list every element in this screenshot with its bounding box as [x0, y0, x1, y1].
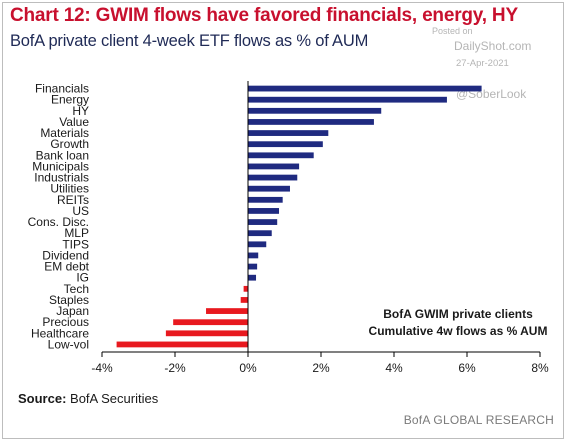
x-tick-label: -2% [164, 361, 186, 375]
watermark-date: 27-Apr-2021 [456, 58, 509, 69]
category-label: Precious [42, 315, 89, 329]
bar [248, 85, 482, 92]
brand-footer: BofA GLOBAL RESEARCH [403, 413, 554, 427]
chart-annotation: BofA GWIM private clients Cumulative 4w … [358, 306, 558, 340]
bar [248, 174, 298, 181]
bar [248, 241, 267, 248]
category-label: HY [72, 104, 89, 118]
category-label: Tech [64, 282, 89, 296]
watermark-site: DailyShot.com [454, 39, 532, 53]
category-label: Japan [56, 304, 89, 318]
x-tick-label: 6% [458, 361, 476, 375]
bar [248, 141, 323, 148]
bar [248, 119, 374, 125]
category-label: Energy [51, 93, 89, 107]
chart-title: Chart 12: GWIM flows have favored financ… [10, 5, 518, 26]
category-label: MLP [64, 226, 89, 240]
category-label: Utilities [50, 182, 89, 196]
x-tick-label: 4% [385, 361, 403, 375]
bar [248, 274, 257, 281]
x-tick-label: 8% [531, 361, 549, 375]
bar [240, 297, 248, 303]
category-label: Dividend [42, 248, 89, 262]
bar [248, 230, 272, 237]
bar [248, 152, 314, 159]
bar [248, 96, 447, 103]
source-text: BofA Securities [70, 391, 159, 406]
bar [248, 163, 300, 170]
category-label: Low-vol [48, 337, 89, 351]
watermark-posted: Posted on [432, 26, 473, 36]
category-label: Growth [50, 137, 89, 151]
category-label: US [72, 204, 89, 218]
x-tick-label: 2% [312, 361, 330, 375]
category-label: Financials [35, 82, 89, 96]
source-label: Source: [18, 391, 67, 406]
bar [248, 107, 382, 114]
category-label: TIPS [62, 237, 89, 251]
bar [248, 130, 329, 136]
bar [243, 285, 248, 292]
annotation-line-2: Cumulative 4w flows as % AUM [368, 324, 548, 338]
bar [248, 208, 280, 214]
category-label: EM debt [44, 260, 89, 274]
source-note: Source: BofA Securities [18, 391, 158, 406]
bar [248, 219, 278, 225]
x-tick-label: -4% [91, 361, 113, 375]
category-label: Industrials [34, 171, 89, 185]
category-label: Cons. Disc. [28, 215, 89, 229]
bar [116, 341, 248, 348]
category-label: Materials [40, 126, 89, 140]
category-label: Healthcare [31, 326, 89, 340]
chart-subtitle: BofA private client 4-week ETF flows as … [10, 32, 369, 50]
bar [248, 252, 259, 259]
category-label: Municipals [32, 159, 89, 173]
bar [173, 319, 248, 326]
category-label: Staples [49, 293, 89, 307]
annotation-line-1: BofA GWIM private clients [383, 307, 533, 321]
bar [248, 196, 283, 203]
category-label: IG [76, 271, 89, 285]
category-label: REITs [57, 193, 89, 207]
category-label: Bank loan [36, 148, 89, 162]
x-tick-label: 0% [239, 361, 257, 375]
category-label: Value [59, 115, 89, 129]
chart-frame [2, 2, 564, 439]
bar [165, 330, 249, 337]
bar [248, 185, 290, 192]
bar [248, 263, 258, 270]
bar [206, 308, 248, 314]
